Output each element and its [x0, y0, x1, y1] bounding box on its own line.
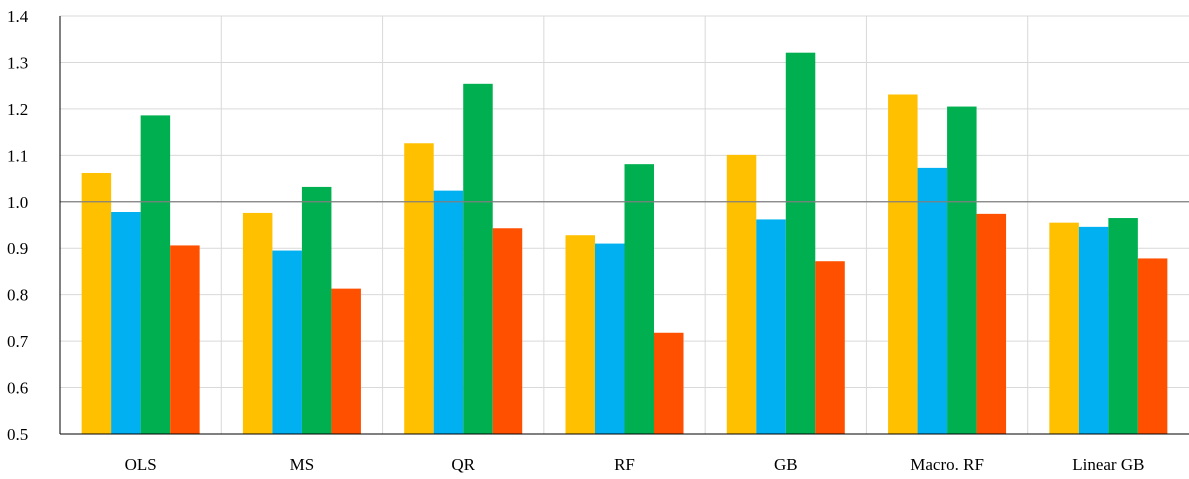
y-tick-label: 1.3 [7, 53, 28, 72]
bar-macro-rf-series-2 [917, 167, 948, 434]
bar-ms-series-2 [272, 250, 302, 434]
y-tick-label: 1.2 [7, 100, 28, 119]
bars [81, 52, 1168, 435]
axes [59, 16, 1189, 435]
category-label: Linear GB [1072, 455, 1144, 474]
bar-linear-gb-series-4 [1137, 258, 1168, 434]
category-label: QR [451, 455, 475, 474]
bar-linear-gb-series-3 [1108, 218, 1138, 434]
bar-qr-series-1 [404, 143, 434, 434]
bar-ms-series-1 [242, 212, 273, 434]
bar-qr-series-2 [433, 190, 464, 434]
y-tick-label: 1.4 [7, 7, 29, 26]
y-tick-label: 0.6 [7, 379, 28, 398]
bar-qr-series-3 [463, 83, 493, 434]
category-label: Macro. RF [910, 455, 984, 474]
y-tick-label: 0.7 [7, 332, 29, 351]
bar-macro-rf-series-1 [888, 94, 918, 434]
category-labels: OLS MS QR RF GB Macro. RF Linear GB [125, 455, 1145, 474]
y-tick-labels: 0.5 0.6 0.7 0.8 0.9 1.0 1.1 1.2 1.3 1.4 [7, 7, 29, 444]
bar-ols-series-1 [81, 172, 112, 434]
category-label: GB [774, 455, 798, 474]
y-tick-label: 0.8 [7, 286, 28, 305]
bar-gb-series-4 [815, 261, 845, 434]
bar-ols-series-4 [170, 245, 200, 434]
bar-rf-series-3 [624, 164, 654, 434]
bar-gb-series-3 [785, 52, 816, 435]
bar-macro-rf-series-4 [976, 213, 1007, 434]
bar-linear-gb-series-1 [1049, 222, 1079, 434]
category-label: RF [614, 455, 635, 474]
bar-ols-series-3 [140, 115, 171, 434]
bar-macro-rf-series-3 [947, 106, 977, 435]
bar-qr-series-4 [492, 228, 523, 434]
y-tick-label: 1.0 [7, 193, 28, 212]
bar-gb-series-2 [756, 219, 786, 434]
bar-ms-series-3 [301, 186, 332, 434]
y-tick-label: 1.1 [7, 146, 28, 165]
bar-rf-series-4 [654, 332, 684, 434]
y-tick-label: 0.9 [7, 239, 28, 258]
category-label: MS [290, 455, 315, 474]
y-tick-label: 0.5 [7, 425, 28, 444]
category-label: OLS [125, 455, 157, 474]
bar-gb-series-1 [726, 154, 757, 434]
bar-rf-series-1 [565, 235, 595, 434]
bar-ols-series-2 [111, 211, 141, 434]
bar-rf-series-2 [595, 243, 625, 434]
bar-ms-series-4 [331, 288, 361, 434]
bar-linear-gb-series-2 [1078, 226, 1109, 434]
